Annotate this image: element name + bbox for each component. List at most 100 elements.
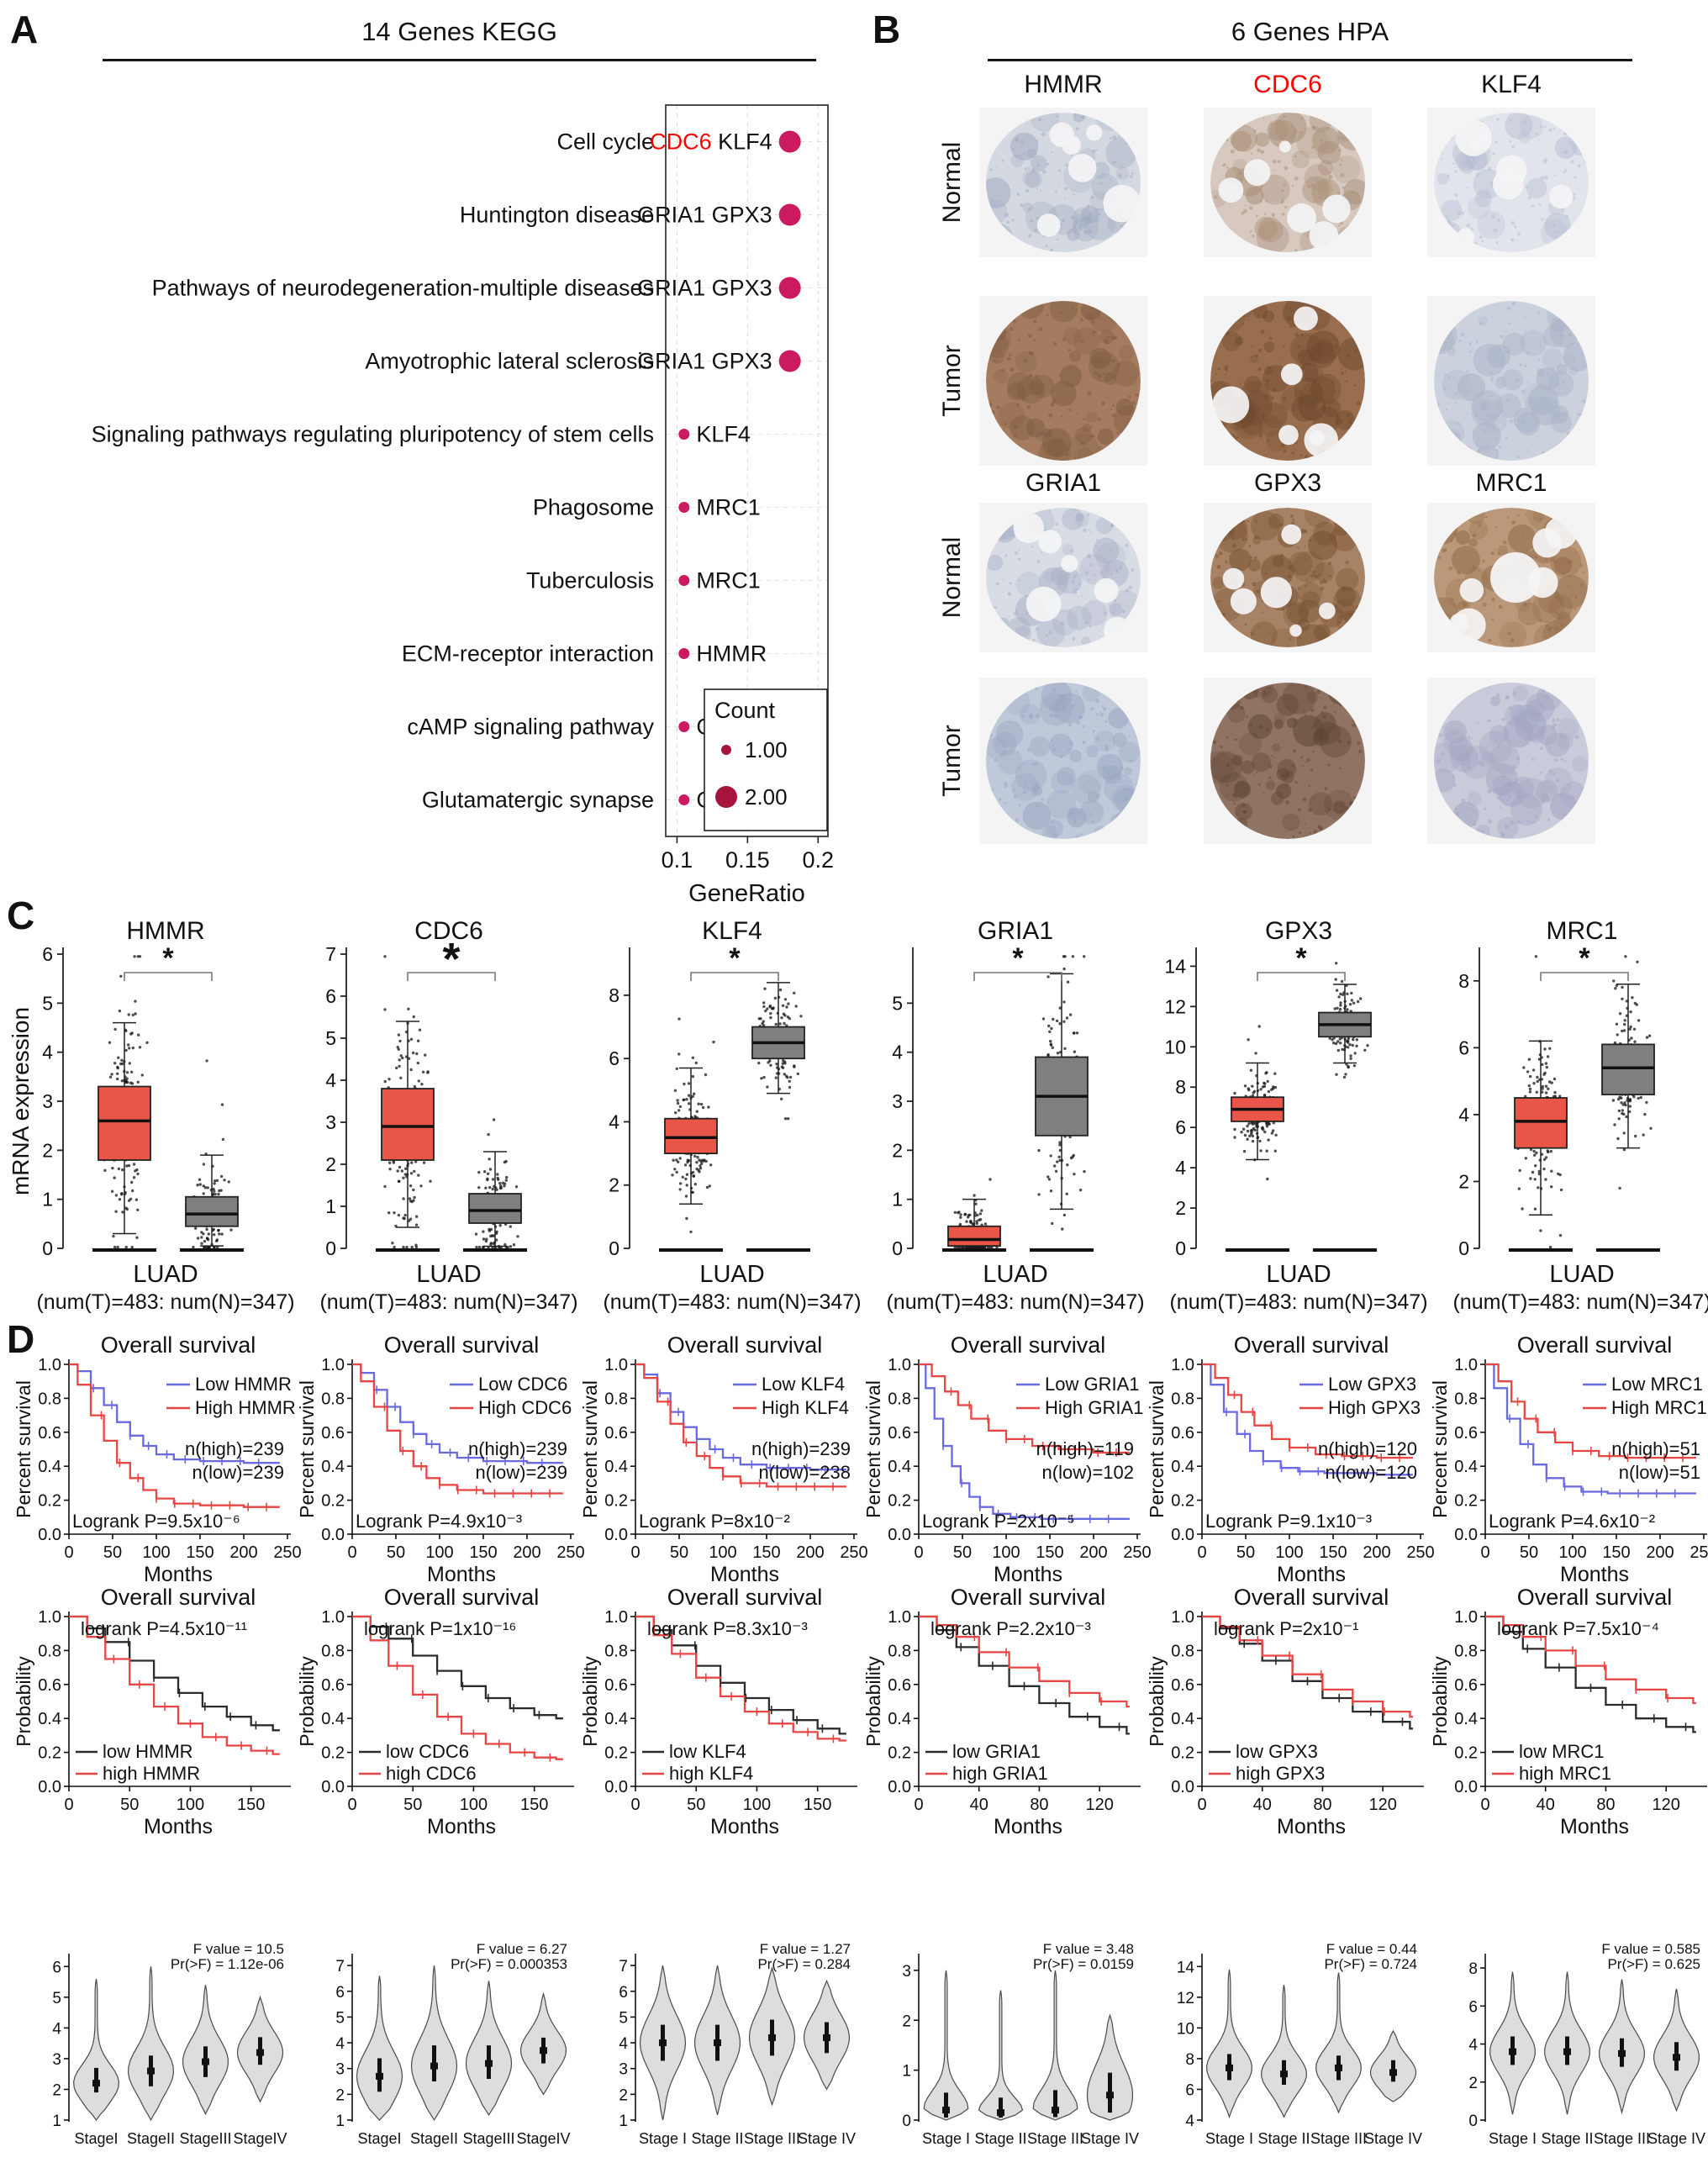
x-tick-label: 0 xyxy=(1197,1543,1206,1562)
stage-label: StageIII xyxy=(462,2130,514,2147)
gene-ratio-dot xyxy=(678,794,690,805)
logrank-p: logrank P=2x10⁻¹ xyxy=(1214,1618,1358,1639)
legend-label: 1.00 xyxy=(745,737,788,762)
km-plot-klf4-row2: Overall survival 0.0 0.2 0.4 0.6 0.8 1.0 0 50 100… xyxy=(579,1585,857,1838)
hpa-gene-header-gpx3: GPX3 xyxy=(1253,469,1322,497)
x-tick-label: 150 xyxy=(1319,1543,1347,1562)
f-pvalue-label: Pr(>F) = 0.625 xyxy=(1607,1956,1700,1972)
pathway-label: Huntington disease xyxy=(460,203,654,228)
panel-b-title: 6 Genes HPA xyxy=(1231,17,1389,46)
y-tick-label: 7 xyxy=(335,1958,345,1975)
km-curve-high xyxy=(635,1363,846,1488)
tissue-micrograph xyxy=(1427,296,1595,466)
km-plot-gria1-row2: Overall survival 0.0 0.2 0.4 0.6 0.8 1.0 0 40 80 1… xyxy=(862,1585,1141,1838)
legend-label: 2.00 xyxy=(745,784,788,810)
y-tick-label: 6 xyxy=(325,985,336,1007)
y-tick-label: 4 xyxy=(325,1069,336,1091)
stage-label: Stage III xyxy=(1594,2130,1650,2147)
tissue-micrograph xyxy=(1204,503,1372,652)
y-tick-label: 1.0 xyxy=(1171,1608,1194,1627)
x-group-label: LUAD xyxy=(699,1261,764,1288)
gene-ratio-dot xyxy=(678,429,690,440)
y-tick-label: 6 xyxy=(1175,1116,1186,1138)
y-tick-label: 1.0 xyxy=(321,1608,345,1627)
km-curve-low xyxy=(69,1363,280,1464)
x-axis-label: GeneRatio xyxy=(688,880,805,907)
significance-bracket xyxy=(407,972,496,981)
x-axis-label: Months xyxy=(1277,1815,1346,1838)
km-curve-high xyxy=(1485,1363,1696,1459)
x-axis-label: Months xyxy=(144,1563,213,1586)
y-tick-label: 0.0 xyxy=(38,1526,61,1544)
y-tick-label: 6 xyxy=(609,1047,619,1069)
x-tick-label: 0 xyxy=(347,1543,356,1562)
n-low-label: n(low)=238 xyxy=(759,1462,851,1483)
hpa-gene-header-cdc6: CDC6 xyxy=(1253,71,1322,98)
expression-boxplots: HMMR 0 1 2 3 4 5 6 mRNA expression * LUAD (num(T)=4… xyxy=(8,917,1708,1314)
plot-title: Overall survival xyxy=(1517,1332,1673,1358)
plot-title: Overall survival xyxy=(951,1332,1106,1358)
gene-label: GRIA1 GPX3 xyxy=(637,203,772,228)
x-tick-label: 250 xyxy=(273,1543,301,1562)
sample-size-label: (num(T)=483: num(N)=347) xyxy=(319,1290,577,1314)
x-tick-label: 150 xyxy=(237,1796,265,1814)
y-tick-label: 1.0 xyxy=(604,1608,628,1627)
y-tick-label: 8 xyxy=(1185,2051,1194,2069)
y-axis-label: Probability xyxy=(13,1656,34,1747)
censor-marks xyxy=(376,1385,551,1498)
x-tick-label: 200 xyxy=(1646,1543,1674,1562)
y-tick-label: 0.0 xyxy=(1454,1778,1478,1796)
y-tick-label: 0.0 xyxy=(321,1526,345,1544)
y-axis-label: Probability xyxy=(1429,1656,1451,1747)
legend-dot xyxy=(721,745,731,755)
y-tick-label: 2 xyxy=(52,2081,61,2099)
y-tick-label: 5 xyxy=(619,2009,628,2027)
y-tick-label: 0.8 xyxy=(604,1642,628,1660)
y-tick-label: 4 xyxy=(1468,2037,1478,2055)
km-curve-high xyxy=(69,1615,280,1755)
violin-shape xyxy=(127,1966,175,2122)
f-pvalue-label: Pr(>F) = 0.724 xyxy=(1324,1956,1417,1972)
n-low-label: n(low)=102 xyxy=(1042,1462,1134,1483)
y-axis-label: Percent survival xyxy=(296,1380,318,1518)
km-curve-low xyxy=(919,1363,1130,1520)
tumor-box xyxy=(381,1088,435,1161)
y-tick-label: 6 xyxy=(1458,1037,1469,1058)
y-tick-label: 0.0 xyxy=(1454,1526,1478,1544)
y-tick-label: 0.2 xyxy=(1454,1492,1478,1511)
y-axis-label: Probability xyxy=(579,1656,601,1747)
x-axis-label: Months xyxy=(427,1815,496,1838)
x-tick-label: 50 xyxy=(1520,1543,1538,1562)
y-tick-label: 0.4 xyxy=(888,1458,911,1476)
x-tick-label: 40 xyxy=(970,1796,988,1814)
ihc-image-hmmr-normal xyxy=(979,108,1147,261)
pathway-label: ECM-receptor interaction xyxy=(402,641,654,667)
x-tick-label: 0 xyxy=(1480,1796,1489,1814)
y-tick-label: 2 xyxy=(619,2086,628,2104)
logrank-p: Logrank P=2x10⁻⁵ xyxy=(922,1511,1075,1532)
x-tick-label: 100 xyxy=(709,1543,736,1562)
plot-title: Overall survival xyxy=(1234,1585,1389,1610)
gene-label: MRC1 xyxy=(696,568,761,593)
y-tick-label: 2 xyxy=(42,1139,53,1161)
y-tick-label: 3 xyxy=(52,2051,61,2069)
logrank-p: Logrank P=4.9x10⁻³ xyxy=(356,1511,522,1532)
censor-marks xyxy=(92,1384,267,1511)
panel-a-title: 14 Genes KEGG xyxy=(361,17,557,46)
legend-label: high KLF4 xyxy=(669,1763,753,1784)
y-tick-label: 0.4 xyxy=(1171,1710,1194,1728)
x-group-label: LUAD xyxy=(983,1261,1047,1288)
ihc-image-mrc1-normal xyxy=(1427,503,1595,657)
n-high-label: n(high)=239 xyxy=(185,1438,284,1459)
x-tick-label: 150 xyxy=(520,1796,548,1814)
y-tick-label: 14 xyxy=(1177,1959,1195,1976)
x-tick-label: 50 xyxy=(387,1543,405,1562)
y-tick-label: 7 xyxy=(619,1958,628,1975)
km-curve-low xyxy=(635,1615,846,1735)
x-tick-label: 120 xyxy=(1652,1796,1679,1814)
plot-title: Overall survival xyxy=(1234,1332,1389,1358)
n-high-label: n(high)=239 xyxy=(468,1438,567,1459)
y-tick-label: 0.6 xyxy=(1171,1676,1194,1695)
violin-plot-hmmr: 1 2 3 4 5 6 F value = 10.5Pr(>F) = 1.12e-06 Sta… xyxy=(52,1941,287,2147)
